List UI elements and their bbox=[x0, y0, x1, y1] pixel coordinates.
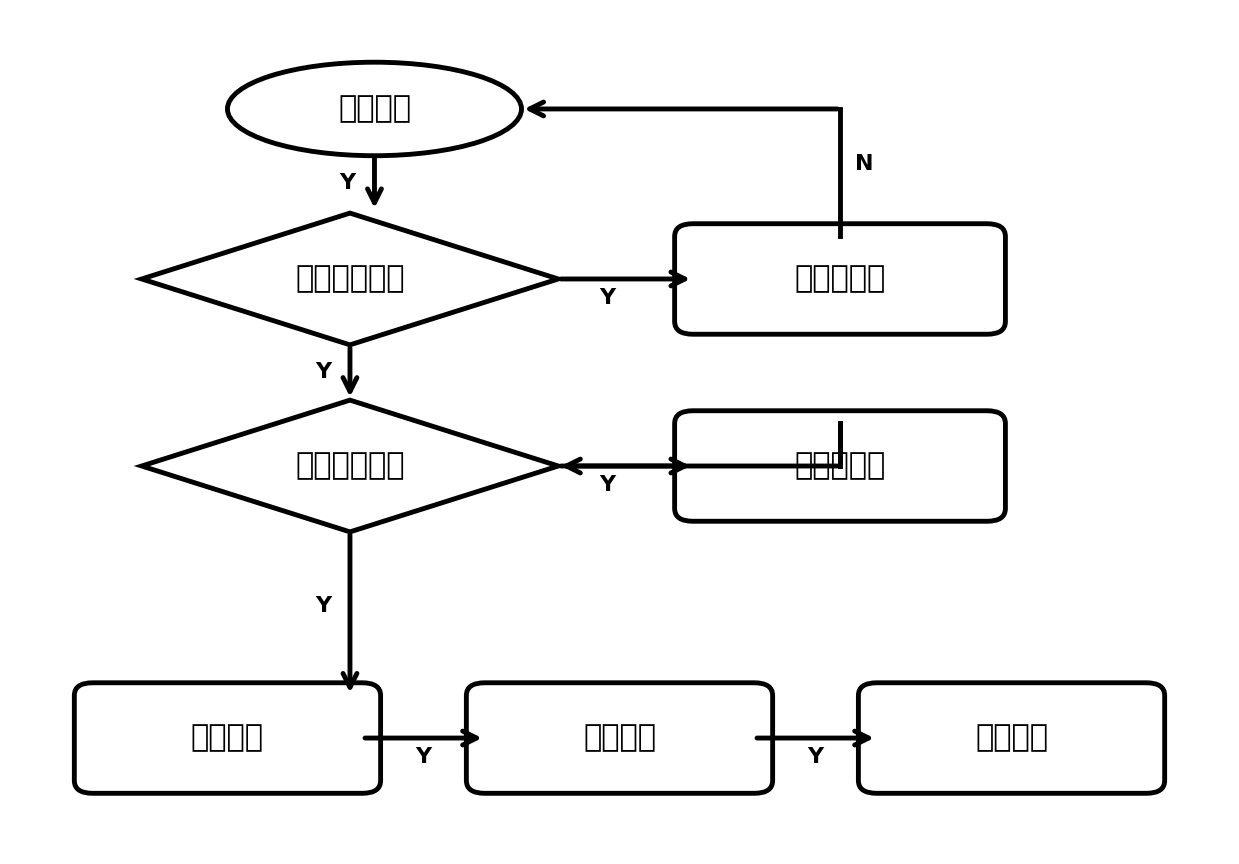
Text: Y: Y bbox=[808, 746, 824, 766]
FancyBboxPatch shape bbox=[74, 683, 380, 793]
Text: 是否在正下方: 是否在正下方 bbox=[295, 452, 405, 480]
Text: 测距定位: 测距定位 bbox=[191, 723, 264, 753]
Text: 移动机械臂: 移动机械臂 bbox=[794, 452, 886, 480]
Polygon shape bbox=[141, 400, 559, 532]
Text: Y: Y bbox=[415, 746, 431, 766]
FancyBboxPatch shape bbox=[674, 410, 1005, 521]
Text: Y: Y bbox=[339, 173, 356, 193]
Text: Y: Y bbox=[315, 596, 331, 616]
Text: 是否在视场内: 是否在视场内 bbox=[295, 264, 405, 294]
Text: Y: Y bbox=[600, 288, 616, 308]
FancyBboxPatch shape bbox=[674, 224, 1005, 334]
Text: 移动机械臂: 移动机械臂 bbox=[794, 264, 886, 294]
Text: N: N bbox=[855, 154, 873, 175]
Text: Y: Y bbox=[600, 474, 616, 495]
Polygon shape bbox=[141, 213, 559, 345]
Text: 工件位姿: 工件位姿 bbox=[338, 94, 411, 124]
FancyBboxPatch shape bbox=[859, 683, 1165, 793]
Text: 抓手抓取: 抓手抓取 bbox=[584, 723, 655, 753]
Text: Y: Y bbox=[315, 363, 331, 383]
Ellipse shape bbox=[228, 62, 522, 156]
Text: 任务成功: 任务成功 bbox=[975, 723, 1048, 753]
FancyBboxPatch shape bbox=[466, 683, 773, 793]
